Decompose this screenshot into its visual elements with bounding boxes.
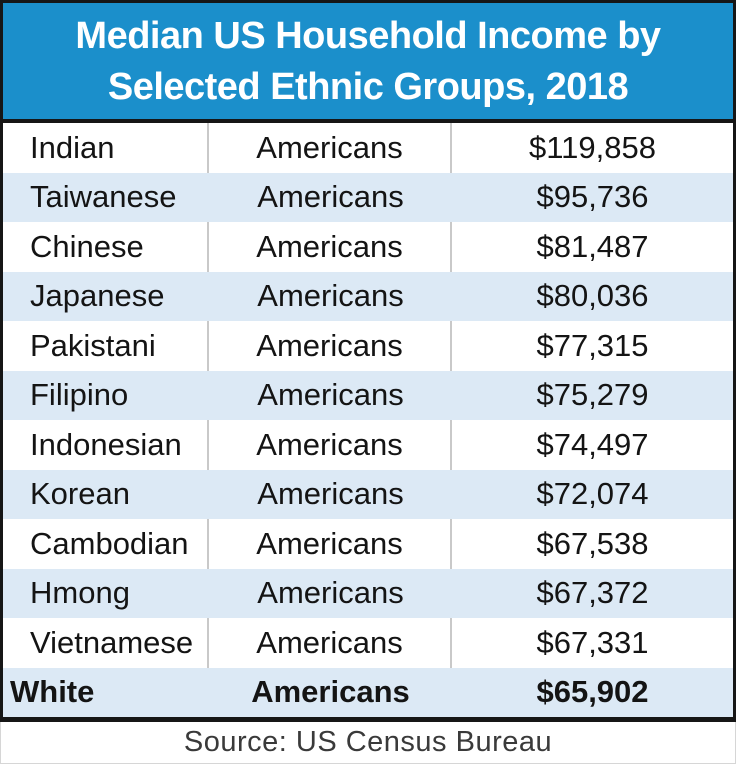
table-row: Indian Americans $119,858 [3, 123, 733, 173]
americans-label-cell: Americans [209, 123, 452, 173]
table-row: Korean Americans $72,074 [3, 469, 733, 519]
income-value-cell: $77,315 [536, 327, 649, 363]
ethnic-group-cell: Cambodian [3, 519, 209, 569]
ethnic-group-cell: Japanese [30, 278, 165, 314]
ethnic-group-cell: Korean [30, 476, 130, 512]
table-row: Chinese Americans $81,487 [3, 222, 733, 272]
americans-label-cell: Americans [257, 575, 404, 611]
americans-label-cell: Americans [251, 674, 410, 710]
ethnic-group-cell: Taiwanese [30, 179, 177, 215]
ethnic-group-cell: White [10, 674, 95, 710]
income-table: Median US Household Income by Selected E… [0, 0, 736, 722]
americans-label-cell: Americans [257, 278, 404, 314]
americans-label-cell: Americans [257, 179, 404, 215]
table-row: Japanese Americans $80,036 [3, 271, 733, 321]
americans-label-cell: Americans [209, 519, 452, 569]
americans-label-cell: Americans [209, 618, 452, 668]
source-text: Source: US Census Bureau [183, 726, 553, 758]
americans-label-cell: Americans [209, 321, 452, 371]
ethnic-group-cell: Chinese [3, 222, 209, 272]
ethnic-group-cell: Pakistani [3, 321, 209, 371]
ethnic-group-cell: Indonesian [3, 420, 209, 470]
ethnic-group-cell: Vietnamese [3, 618, 209, 668]
table-row: White Americans $65,902 [3, 667, 733, 717]
americans-label-cell: Americans [257, 377, 404, 413]
ethnic-group-cell: Hmong [30, 575, 130, 611]
americans-label-cell: Americans [209, 222, 452, 272]
table-row: Indonesian Americans $74,497 [3, 420, 733, 470]
income-value-cell: $75,279 [536, 377, 649, 413]
table-row: Vietnamese Americans $67,331 [3, 618, 733, 668]
title-line-1: Median US Household Income by [75, 14, 661, 57]
title-line-2: Selected Ethnic Groups, 2018 [107, 65, 629, 108]
table-row: Hmong Americans $67,372 [3, 568, 733, 618]
table-row: Taiwanese Americans $95,736 [3, 172, 733, 222]
ethnic-group-cell: Filipino [30, 377, 129, 413]
income-value-cell: $67,372 [536, 575, 649, 611]
table-row: Pakistani Americans $77,315 [3, 321, 733, 371]
title-bar: Median US Household Income by Selected E… [3, 3, 733, 123]
source-bar: Source: US Census Bureau [0, 722, 736, 764]
ethnic-group-cell: Indian [3, 123, 209, 173]
income-value-cell: $67,538 [536, 525, 649, 561]
americans-label-cell: Americans [209, 420, 452, 470]
income-value-cell: $81,487 [536, 228, 649, 264]
income-value-cell: $80,036 [536, 278, 649, 314]
income-value-cell: $95,736 [536, 179, 649, 215]
income-value-cell: $74,497 [536, 426, 649, 462]
income-value-cell: $65,902 [536, 674, 649, 710]
income-value-cell: $67,331 [536, 624, 649, 660]
table-row: Filipino Americans $75,279 [3, 370, 733, 420]
income-value-cell: $72,074 [536, 476, 649, 512]
americans-label-cell: Americans [257, 476, 404, 512]
table-body: Indian Americans $119,858 Taiwanese American… [3, 123, 733, 717]
table-row: Cambodian Americans $67,538 [3, 519, 733, 569]
income-value-cell: $119,858 [529, 129, 656, 165]
